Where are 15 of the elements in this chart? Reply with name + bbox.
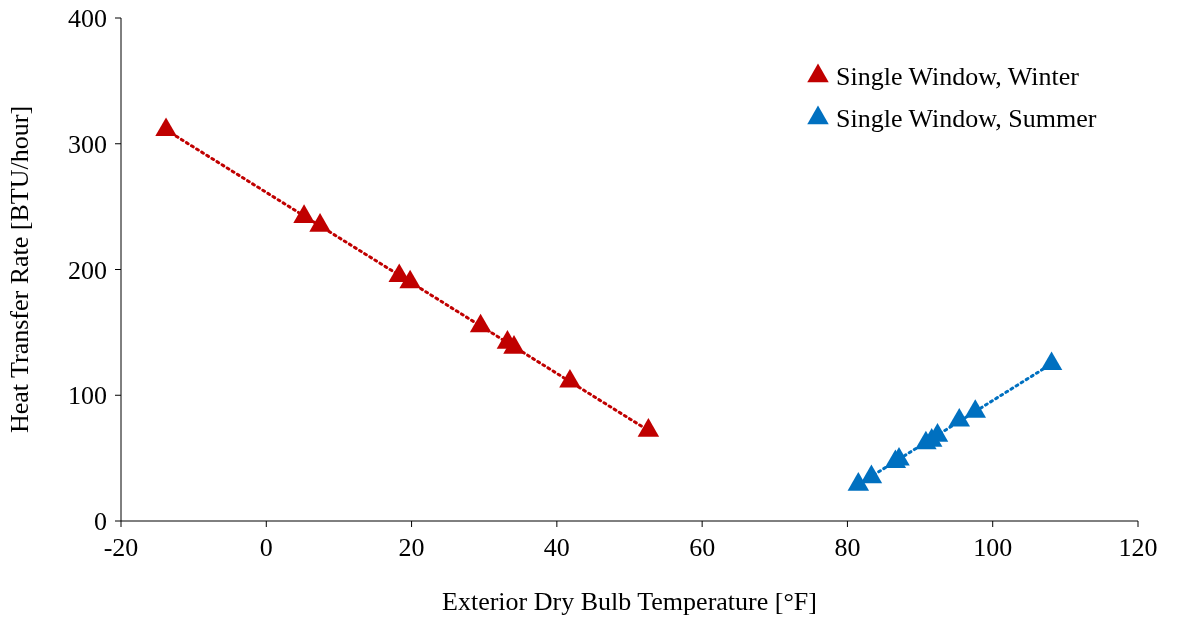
- legend-label: Single Window, Summer: [836, 104, 1097, 134]
- x-axis-title: Exterior Dry Bulb Temperature [°F]: [442, 587, 817, 616]
- y-tick-label: 200: [68, 255, 107, 285]
- x-tick-label: 0: [259, 533, 273, 562]
- y-tick-label: 100: [68, 381, 107, 411]
- x-tick-label: 120: [1118, 533, 1158, 562]
- x-tick-label: 60: [689, 533, 716, 562]
- x-tick-label: 40: [543, 533, 570, 562]
- y-axis-title: Heat Transfer Rate [BTU/hour]: [5, 105, 34, 434]
- y-tick-label: 300: [68, 129, 107, 159]
- x-tick-label: 20: [398, 533, 425, 562]
- x-tick-label: 80: [834, 533, 861, 562]
- y-tick-label: 400: [68, 4, 107, 34]
- legend-label: Single Window, Winter: [836, 62, 1080, 92]
- x-tick-label: 100: [973, 533, 1013, 562]
